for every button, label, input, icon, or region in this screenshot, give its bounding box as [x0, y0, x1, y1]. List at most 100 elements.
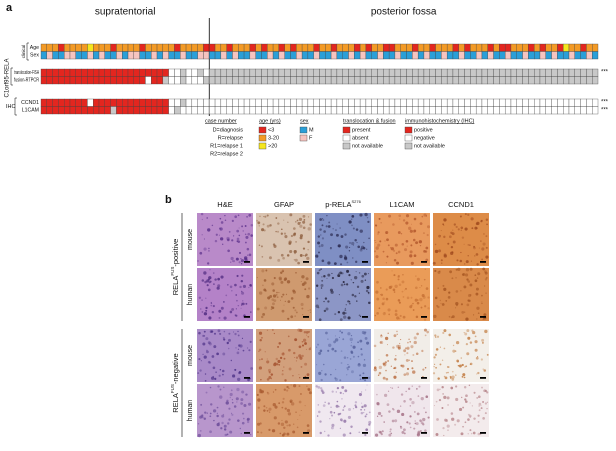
texture: [199, 251, 203, 255]
texture: [264, 306, 268, 310]
row-label: human: [187, 400, 194, 422]
heatmap-cell: [429, 98, 436, 107]
texture: [242, 412, 245, 415]
texture: [474, 348, 478, 352]
texture: [296, 219, 299, 222]
heatmap-cell: [168, 51, 175, 60]
heatmap-cell: [162, 51, 169, 60]
heatmap-cell: [139, 51, 146, 60]
texture: [280, 253, 284, 257]
texture: [300, 302, 304, 306]
heatmap-cell: [116, 68, 123, 77]
texture: [283, 232, 287, 235]
texture: [468, 414, 472, 418]
texture: [360, 279, 364, 283]
texture: [223, 386, 225, 389]
texture: [212, 272, 215, 274]
texture: [219, 332, 222, 336]
texture: [263, 405, 266, 408]
texture: [411, 400, 415, 405]
texture: [388, 285, 392, 289]
heatmap-cell: [504, 106, 512, 115]
heatmap-cell: [429, 68, 436, 77]
texture: [368, 237, 370, 240]
texture: [410, 345, 414, 349]
texture: [464, 398, 467, 401]
texture: [484, 270, 487, 273]
texture: [350, 370, 354, 374]
texture: [349, 337, 353, 342]
heatmap-cell: [592, 76, 599, 85]
texture: [436, 304, 439, 307]
texture: [473, 417, 476, 420]
heatmap-cell: [104, 68, 111, 77]
texture: [287, 317, 290, 320]
texture: [350, 218, 353, 220]
heatmap-cell: [232, 68, 239, 77]
texture: [482, 242, 486, 246]
heatmap-cell: [359, 68, 367, 77]
texture: [290, 234, 294, 238]
heatmap-cell: [499, 68, 506, 77]
heatmap-cell: [174, 68, 181, 77]
heatmap-cell: [342, 43, 349, 52]
texture: [354, 295, 357, 298]
texture: [454, 423, 457, 426]
micrograph: [374, 213, 430, 266]
texture: [233, 405, 237, 408]
texture: [220, 221, 224, 224]
legend-text: absent: [352, 135, 369, 141]
texture: [408, 226, 412, 230]
heatmap-cell: [313, 51, 320, 60]
heatmap-cell: [110, 76, 117, 85]
texture: [483, 233, 485, 235]
heatmap-cell: [493, 98, 500, 107]
heatmap-cell: [151, 106, 158, 115]
texture: [290, 402, 295, 406]
texture: [318, 410, 321, 414]
heatmap-cell: [359, 51, 367, 60]
texture: [451, 375, 455, 379]
heatmap-cell: [284, 51, 291, 60]
heatmap-cell: [249, 51, 256, 60]
texture: [477, 272, 481, 276]
texture: [481, 386, 483, 389]
texture: [405, 221, 409, 225]
texture: [223, 316, 227, 320]
texture: [405, 372, 410, 376]
texture: [449, 375, 452, 378]
texture: [418, 240, 422, 244]
texture: [221, 421, 224, 425]
texture: [477, 432, 481, 436]
texture: [365, 289, 369, 293]
heatmap-cell: [58, 51, 65, 60]
texture: [374, 314, 377, 317]
texture: [232, 260, 235, 263]
texture: [392, 249, 396, 252]
texture: [222, 243, 224, 245]
texture: [287, 335, 290, 338]
texture: [268, 256, 272, 260]
texture: [346, 269, 350, 273]
texture: [343, 405, 346, 407]
texture: [301, 344, 305, 347]
heatmap-cell: [238, 68, 245, 77]
micrograph: [197, 329, 253, 382]
texture: [392, 223, 395, 226]
texture: [376, 280, 379, 284]
legend-text: positive: [414, 127, 433, 133]
texture: [302, 214, 306, 218]
texture: [413, 229, 417, 233]
texture: [339, 391, 342, 394]
texture: [437, 287, 439, 289]
heatmap-cell: [214, 68, 222, 77]
heatmap-cell: [475, 68, 483, 77]
texture: [362, 246, 366, 250]
texture: [461, 273, 465, 276]
heatmap-cell: [458, 43, 465, 52]
texture: [237, 348, 240, 350]
texture: [445, 300, 448, 302]
texture: [215, 233, 218, 236]
heatmap-cell: [458, 106, 465, 115]
texture: [455, 397, 459, 402]
